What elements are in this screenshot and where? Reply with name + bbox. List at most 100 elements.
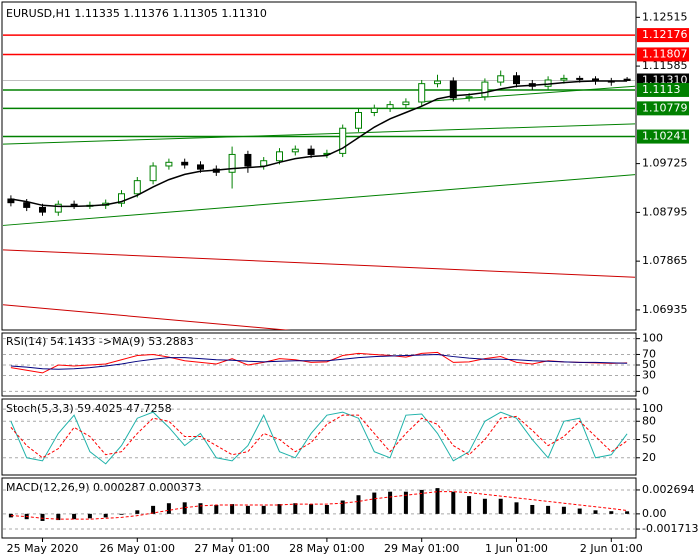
indicator-line	[10, 351, 628, 374]
candle-body	[54, 203, 62, 213]
y-tick-label: 1.08795	[642, 205, 688, 218]
trend-line	[2, 304, 292, 330]
candle-body	[149, 165, 157, 182]
histogram-bar	[546, 505, 551, 514]
candle-body	[497, 75, 505, 83]
candle-body	[291, 148, 299, 153]
histogram-bar	[403, 491, 408, 514]
histogram-bar	[198, 503, 203, 514]
panel-title: Stoch(5,3,3) 59.4025 47.7258	[6, 402, 172, 415]
histogram-bar	[372, 492, 377, 514]
trend-line	[2, 249, 636, 278]
trend-line	[2, 174, 636, 226]
histogram-bar	[56, 513, 61, 521]
indicator-line	[10, 353, 628, 370]
level-label: 1.10241	[642, 130, 688, 143]
x-tick-label: 2 Jun 01:00	[580, 542, 643, 555]
y-tick-label: 1.12515	[642, 10, 688, 23]
candle-body	[70, 203, 78, 206]
x-tick-label: 1 Jun 01:00	[485, 542, 548, 555]
candle-body	[23, 202, 31, 208]
y-tick-label: 0.002694	[642, 483, 695, 496]
histogram-bar	[277, 504, 282, 514]
candle-body	[339, 127, 347, 154]
candle-body	[434, 80, 441, 85]
histogram-bar	[135, 510, 140, 514]
trend-line	[424, 85, 636, 103]
candle-body	[244, 153, 252, 167]
histogram-bar	[230, 504, 235, 514]
y-tick-label: 50	[642, 433, 656, 446]
level-label-box	[637, 101, 689, 116]
histogram-bar	[514, 502, 519, 514]
y-tick-label: 0	[642, 384, 649, 397]
candle-body	[276, 151, 283, 162]
level-label: 1.10779	[642, 101, 688, 114]
x-tick-label: 26 May 01:00	[100, 542, 175, 555]
level-label-box	[637, 82, 689, 97]
candle-body	[228, 153, 236, 173]
candle-body	[402, 101, 410, 106]
histogram-bar	[309, 504, 314, 514]
y-tick-label: 100	[642, 332, 663, 345]
histogram-bar	[435, 488, 440, 514]
candle-body	[418, 83, 426, 103]
candle-body	[560, 77, 568, 81]
candle-body	[449, 80, 457, 99]
y-tick-label: 30	[642, 369, 656, 382]
candle-body	[181, 161, 189, 166]
candle-body	[118, 193, 125, 204]
macd-panel	[1, 477, 637, 539]
histogram-bar	[340, 500, 345, 514]
histogram-bar	[293, 503, 298, 514]
histogram-bar	[561, 506, 566, 514]
candle-body	[544, 79, 552, 87]
stoch-panel	[1, 398, 637, 476]
x-tick-label: 27 May 01:00	[194, 542, 269, 555]
panel-title: MACD(12,26,9) 0.000287 0.000373	[6, 481, 202, 494]
histogram-bar	[261, 505, 266, 514]
candle-body	[386, 104, 394, 109]
histogram-bar	[87, 513, 92, 519]
level-label-box	[637, 28, 689, 43]
histogram-bar	[8, 513, 13, 518]
main-panel	[1, 1, 637, 331]
indicator-line	[10, 414, 628, 459]
histogram-bar	[593, 510, 598, 514]
y-tick-label: 100	[642, 402, 663, 415]
y-tick-label: 1.11585	[642, 59, 688, 72]
histogram-bar	[625, 511, 630, 514]
y-tick-label: 80	[642, 414, 656, 427]
histogram-bar	[419, 489, 424, 514]
histogram-bar	[103, 513, 108, 518]
y-tick-label: 50	[642, 358, 656, 371]
y-tick-label: 70	[642, 347, 656, 360]
indicator-line	[10, 411, 628, 465]
histogram-bar	[482, 498, 487, 514]
candle-body	[133, 180, 141, 195]
x-tick-label: 29 May 01:00	[384, 542, 459, 555]
histogram-bar	[324, 504, 329, 514]
candle-body	[465, 96, 473, 99]
x-tick-label: 25 May 2020	[7, 542, 79, 555]
candle-body	[576, 77, 584, 80]
histogram-bar	[166, 503, 171, 514]
histogram-bar	[119, 513, 124, 515]
histogram-bar	[151, 505, 156, 514]
y-tick-label: 1.06935	[642, 303, 688, 316]
level-label-box	[637, 129, 689, 144]
histogram-bar	[467, 496, 472, 514]
y-tick-label: -0.001713	[642, 522, 698, 535]
trend-line	[2, 123, 636, 145]
histogram-bar	[388, 491, 393, 514]
histogram-bar	[72, 513, 77, 520]
candle-body	[355, 111, 362, 129]
candle-body	[307, 148, 315, 155]
y-tick-label: 1.09725	[642, 157, 688, 170]
histogram-bar	[214, 504, 219, 514]
histogram-bar	[356, 495, 361, 514]
panel-title: EURUSD,H1 1.11335 1.11376 1.11305 1.1131…	[6, 7, 267, 20]
panel-title: RSI(14) 54.1433 ->MA(9) 53.2883	[6, 335, 194, 348]
candle-body	[165, 161, 173, 167]
